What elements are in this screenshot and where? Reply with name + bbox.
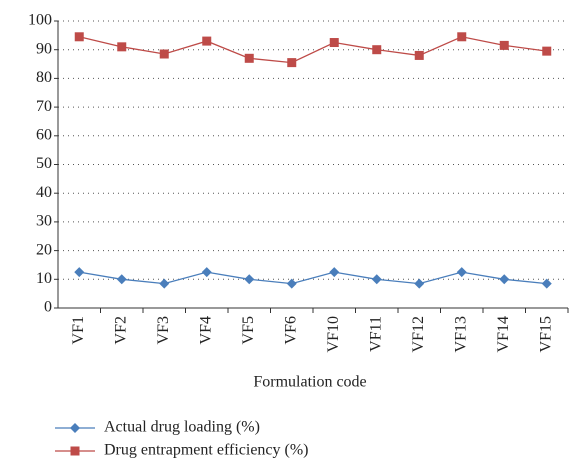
x-tick-label: VF13	[452, 316, 469, 352]
data-point	[74, 267, 85, 278]
x-tick-label: VF6	[282, 316, 299, 344]
x-tick-label: VF2	[112, 316, 129, 344]
y-tick-label: 70	[36, 98, 52, 115]
y-tick-label: 100	[28, 12, 52, 29]
data-point	[244, 274, 255, 285]
x-tick-label: VF11	[367, 316, 384, 352]
series-line	[79, 36, 547, 64]
data-point	[159, 278, 170, 289]
y-tick-label: 90	[36, 40, 52, 57]
legend-label: Actual drug loading (%)	[104, 419, 260, 436]
data-point	[202, 36, 212, 46]
x-tick-label: VF3	[155, 316, 172, 344]
y-tick-label: 40	[36, 184, 52, 201]
data-point	[542, 46, 552, 56]
data-point	[541, 278, 552, 289]
data-point	[457, 32, 467, 42]
x-tick-label: VF14	[495, 316, 512, 352]
x-tick-label: VF4	[197, 316, 214, 344]
x-tick-label: VF15	[537, 316, 554, 352]
legend-marker	[70, 446, 80, 456]
legend-label: Drug entrapment efficiency (%)	[104, 442, 309, 459]
data-point	[499, 40, 509, 50]
legend-marker	[70, 423, 80, 433]
data-point	[329, 38, 339, 48]
x-tick-label: VF1	[70, 316, 87, 344]
data-point	[244, 53, 254, 63]
data-point	[414, 50, 424, 60]
series-line	[79, 271, 547, 285]
data-point	[329, 267, 340, 278]
x-axis-title: Formulation code	[253, 374, 366, 391]
data-point	[286, 278, 297, 289]
data-point	[371, 274, 382, 285]
y-tick-label: 80	[36, 69, 52, 86]
data-point	[414, 278, 425, 289]
x-tick-label: VF10	[325, 316, 342, 352]
data-point	[372, 45, 382, 55]
data-point	[116, 274, 127, 285]
y-tick-label: 50	[36, 155, 52, 172]
y-tick-label: 30	[36, 213, 52, 230]
data-point	[117, 42, 127, 52]
x-tick-label: VF12	[410, 316, 427, 352]
data-point	[287, 58, 297, 68]
y-tick-label: 0	[44, 299, 52, 316]
data-point	[201, 267, 212, 278]
data-point	[499, 274, 510, 285]
x-tick-label: VF5	[240, 316, 257, 344]
y-tick-label: 10	[36, 270, 52, 287]
y-tick-label: 20	[36, 241, 52, 258]
data-point	[456, 267, 467, 278]
y-tick-label: 60	[36, 126, 52, 143]
data-point	[159, 49, 169, 59]
data-point	[74, 32, 84, 42]
